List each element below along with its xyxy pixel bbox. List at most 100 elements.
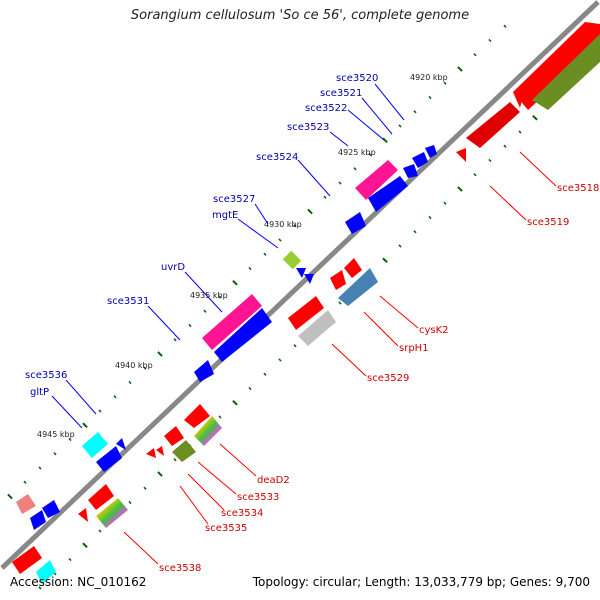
gene-feature[interactable] <box>36 560 56 584</box>
gene-label[interactable]: sce3518 <box>557 183 599 194</box>
tick-mark <box>413 230 417 234</box>
gene-feature[interactable] <box>172 440 196 462</box>
gene-feature[interactable] <box>164 426 184 446</box>
gene-feature[interactable] <box>355 160 398 200</box>
tick-mark <box>293 224 297 228</box>
tick-mark <box>7 493 13 500</box>
gene-feature[interactable] <box>345 212 366 234</box>
tick-mark <box>38 586 42 590</box>
tick-mark <box>338 301 342 305</box>
gene-feature[interactable] <box>42 500 60 518</box>
gene-feature[interactable] <box>425 145 437 158</box>
gene-feature[interactable] <box>304 274 314 284</box>
gene-feature[interactable] <box>96 498 128 528</box>
tick-mark <box>157 351 163 357</box>
tick-mark <box>443 81 447 85</box>
gene-label[interactable]: sce3522 <box>305 103 347 114</box>
gene-label[interactable]: gltP <box>30 387 49 398</box>
genome-backbone <box>0 0 600 570</box>
gene-label[interactable]: deaD2 <box>257 475 290 486</box>
gene-label[interactable]: sce3521 <box>320 88 362 99</box>
gene-label[interactable]: sce3531 <box>107 296 149 307</box>
gene-feature[interactable] <box>184 404 210 428</box>
gene-feature[interactable] <box>288 296 324 330</box>
tick-mark <box>473 173 477 177</box>
gene-label[interactable]: sce3519 <box>527 217 569 228</box>
gene-feature[interactable] <box>194 416 222 446</box>
tick-mark <box>457 66 463 72</box>
tick-mark <box>98 529 102 533</box>
tick-mark <box>278 238 282 242</box>
gene-feature[interactable] <box>146 448 156 458</box>
gene-label[interactable]: sce3533 <box>237 492 279 503</box>
tick-mark <box>382 137 388 144</box>
tick-mark <box>368 152 372 157</box>
gene-feature[interactable] <box>296 268 306 278</box>
tick-mark <box>218 415 222 419</box>
tick-mark <box>532 114 538 121</box>
gene-label[interactable]: sce3523 <box>287 122 329 133</box>
gene-feature[interactable] <box>330 270 346 290</box>
gene-feature[interactable] <box>298 310 336 346</box>
gene-feature[interactable] <box>116 438 126 450</box>
tick-mark <box>338 181 342 185</box>
tick-mark <box>278 358 282 362</box>
gene-labels-bottom: sce3518 sce3519 cysK2 srpH1 sce3529 deaD… <box>159 183 599 574</box>
gene-feature[interactable] <box>96 446 122 472</box>
gene-feature[interactable] <box>194 360 214 382</box>
gene-feature[interactable] <box>82 432 108 458</box>
gene-label[interactable]: sce3538 <box>159 563 201 574</box>
tick-mark <box>248 266 252 271</box>
gene-feature[interactable] <box>456 148 466 162</box>
tick-mark <box>173 458 177 462</box>
gene-label[interactable]: sce3524 <box>256 152 298 163</box>
tick-mark <box>382 257 388 264</box>
tick-mark <box>518 130 522 134</box>
gene-label[interactable]: sce3527 <box>213 194 255 205</box>
gene-feature[interactable] <box>30 510 46 530</box>
gene-feature[interactable] <box>513 88 525 108</box>
gene-feature[interactable] <box>88 484 114 510</box>
gene-feature[interactable] <box>513 22 600 110</box>
kbp-label: 4935 kbp <box>190 291 228 300</box>
tick-mark <box>263 252 267 256</box>
tick-mark <box>53 452 57 456</box>
gene-feature[interactable] <box>412 152 428 168</box>
gene-label[interactable]: sce3535 <box>205 523 247 534</box>
tick-mark <box>503 24 507 28</box>
gene-label[interactable]: sce3534 <box>221 508 263 519</box>
tick-mark <box>232 279 238 286</box>
tick-mark <box>68 557 72 562</box>
tick-mark <box>293 344 297 348</box>
gene-feature[interactable] <box>403 164 418 178</box>
gene-feature[interactable] <box>78 508 88 522</box>
gene-label[interactable]: srpH1 <box>399 343 429 354</box>
map-title: Sorangium cellulosum 'So ce 56', complet… <box>130 8 470 23</box>
tick-mark <box>398 124 402 128</box>
gene-feature[interactable] <box>532 34 600 110</box>
gene-feature[interactable] <box>338 268 378 306</box>
gene-feature[interactable] <box>16 494 36 514</box>
gene-feature[interactable] <box>282 250 302 270</box>
tick-mark <box>143 366 147 370</box>
tick-mark <box>398 244 402 248</box>
gene-feature[interactable] <box>344 258 362 278</box>
tick-mark <box>428 215 432 220</box>
gene-label[interactable]: sce3529 <box>367 373 409 384</box>
gene-label[interactable]: sce3520 <box>336 73 378 84</box>
gene-features <box>12 22 600 584</box>
gene-label[interactable]: mgtE <box>212 210 238 221</box>
accession-label: Accession: NC_010162 <box>10 575 147 589</box>
gene-feature[interactable] <box>368 176 408 212</box>
gene-feature[interactable] <box>466 102 520 148</box>
gene-label[interactable]: sce3536 <box>25 370 67 381</box>
gene-label[interactable]: uvrD <box>161 262 185 273</box>
gene-feature[interactable] <box>12 546 42 574</box>
tick-mark <box>488 38 492 43</box>
gene-feature[interactable] <box>156 446 164 456</box>
kbp-label: 4940 kbp <box>115 361 153 370</box>
gene-feature[interactable] <box>202 294 262 350</box>
gene-feature[interactable] <box>214 308 272 362</box>
gene-label[interactable]: cysK2 <box>419 325 449 336</box>
